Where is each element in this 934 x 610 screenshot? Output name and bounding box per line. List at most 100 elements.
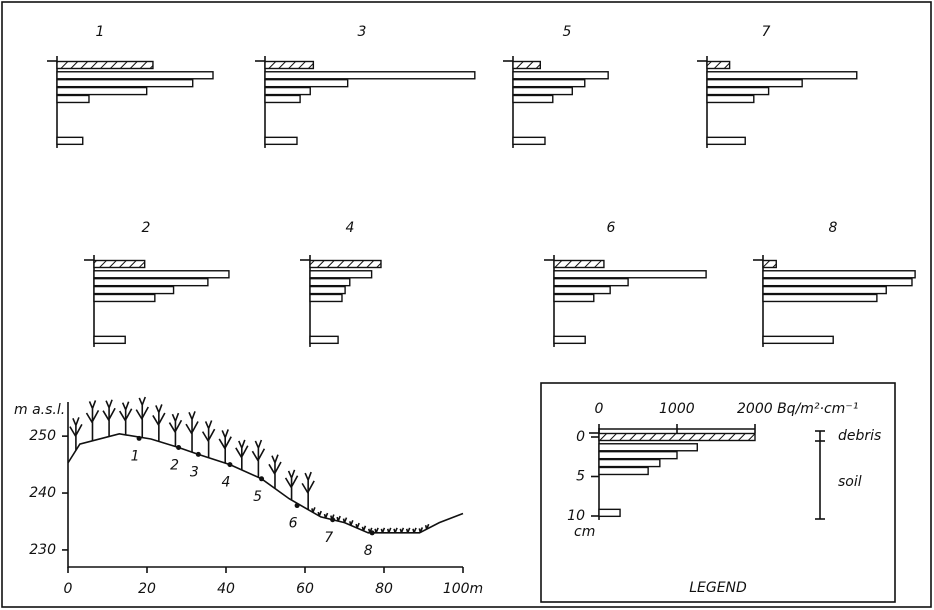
tree xyxy=(135,396,149,438)
soil-bar xyxy=(512,71,609,80)
grass xyxy=(361,525,367,532)
axes xyxy=(67,402,463,568)
x-tick-label: 20 xyxy=(138,581,156,597)
soil-bar xyxy=(56,136,84,146)
soil-bar xyxy=(309,277,351,287)
tree xyxy=(268,454,282,489)
tree xyxy=(218,429,232,464)
soil-bar xyxy=(93,293,156,303)
soil-bar xyxy=(309,285,346,295)
soil-bar xyxy=(264,94,301,104)
panel-title: 5 xyxy=(563,24,572,40)
soil-bar xyxy=(598,450,678,460)
soil-bar xyxy=(56,94,90,104)
y-axis-label: cm xyxy=(574,524,595,540)
soil-bar xyxy=(512,86,573,96)
grass xyxy=(393,527,398,534)
x-tick-label: 100m xyxy=(443,581,483,597)
tree xyxy=(201,420,216,458)
site-point xyxy=(176,445,182,451)
panel-title: 8 xyxy=(829,220,838,236)
grass xyxy=(374,527,379,534)
x-tick-label: 40 xyxy=(217,581,235,597)
site-point xyxy=(369,530,375,536)
soil-bar xyxy=(56,71,214,80)
soil-bar xyxy=(598,458,661,468)
tree xyxy=(118,401,133,435)
soil-bar xyxy=(93,277,209,287)
tree xyxy=(152,404,166,442)
soil-bar xyxy=(309,270,373,279)
y-tick-label: 5 xyxy=(576,469,585,485)
legend-bracket xyxy=(815,430,825,520)
grass xyxy=(342,517,348,523)
y-tick-label: 10 xyxy=(567,508,585,524)
soil-bar xyxy=(598,466,649,476)
site-point xyxy=(227,462,233,468)
site-point xyxy=(259,476,265,482)
tree xyxy=(235,439,249,470)
soil-bar xyxy=(598,443,698,452)
x-tick-label: 60 xyxy=(296,581,314,597)
annotation: debris xyxy=(838,428,881,444)
annotation: soil xyxy=(838,474,862,490)
soil-bar xyxy=(56,86,148,96)
y-tick-label: 250 xyxy=(29,428,56,444)
soil-bar xyxy=(553,285,611,295)
site-label: 4 xyxy=(221,475,230,491)
panel-title: 7 xyxy=(762,24,771,40)
x-tick-label: 80 xyxy=(375,581,393,597)
soil-bar xyxy=(706,71,858,80)
soil-bar xyxy=(264,78,349,88)
grass xyxy=(336,515,341,522)
tree xyxy=(102,399,116,437)
grass xyxy=(418,527,424,533)
tree xyxy=(168,412,183,447)
soil-bar xyxy=(553,277,629,287)
debris-bar xyxy=(553,259,605,269)
soil-bar xyxy=(598,508,621,518)
y-tick-label: 230 xyxy=(29,542,56,558)
site-label: 1 xyxy=(131,448,140,464)
legend-box xyxy=(540,382,896,603)
soil-bar xyxy=(309,335,339,345)
site-label: 5 xyxy=(253,489,262,505)
debris-bar xyxy=(706,60,731,70)
site-label: 8 xyxy=(364,543,373,559)
debris-bar xyxy=(512,60,541,70)
soil-bar xyxy=(762,293,878,303)
soil-bar xyxy=(93,270,230,279)
grass xyxy=(412,527,417,534)
panel-title: 6 xyxy=(607,220,616,236)
site-label: 7 xyxy=(324,530,333,546)
grass xyxy=(317,510,322,517)
soil-bar xyxy=(553,293,595,303)
soil-bar xyxy=(512,136,546,146)
soil-bar xyxy=(706,136,746,146)
grass xyxy=(380,527,386,534)
site-point xyxy=(294,503,300,509)
grass xyxy=(405,527,411,534)
x-tick-label: 2000 Bq/m²·cm⁻¹ xyxy=(737,401,858,417)
debris-bar xyxy=(93,259,146,269)
soil-bar xyxy=(762,335,834,345)
grass xyxy=(311,507,316,513)
x-tick-label: 0 xyxy=(64,581,73,597)
soil-bar xyxy=(264,86,311,96)
soil-bar xyxy=(706,78,803,88)
grass xyxy=(355,522,360,529)
soil-bar xyxy=(264,136,298,146)
grass xyxy=(399,527,405,534)
x-tick-label: 0 xyxy=(595,401,604,417)
tree xyxy=(85,400,100,441)
tree xyxy=(185,411,199,453)
grass xyxy=(349,520,354,526)
grass xyxy=(424,523,430,530)
soil-bar xyxy=(762,270,916,279)
terrain xyxy=(67,433,464,534)
site-label: 6 xyxy=(289,516,298,532)
debris-bar xyxy=(56,60,154,70)
site-point xyxy=(195,451,201,457)
debris-bar xyxy=(264,60,315,70)
